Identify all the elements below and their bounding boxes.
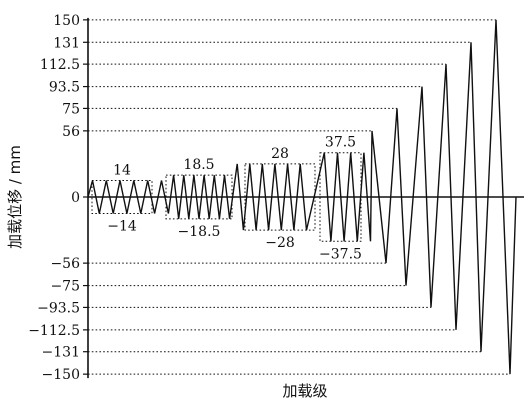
y-axis-title: 加载位移 / mm bbox=[6, 145, 24, 249]
y-tick-label: −75 bbox=[50, 279, 80, 295]
y-tick-label: 56 bbox=[62, 124, 80, 140]
labels: 14 −14 18.5 −18.5 28 −28 37.5 −37.5 150 131 112.5 9… bbox=[28, 13, 362, 383]
y-tick-label: 75 bbox=[62, 101, 80, 117]
y-tick-label: 112.5 bbox=[40, 57, 80, 73]
y-tick-label: −112.5 bbox=[28, 323, 80, 339]
y-tick-label: 131 bbox=[53, 35, 80, 51]
y-tick-label: 0 bbox=[71, 190, 80, 206]
x-axis-title: 加载级 bbox=[282, 382, 327, 400]
amplitude-label-neg: −18.5 bbox=[178, 224, 221, 240]
amplitude-label-neg: −28 bbox=[265, 235, 295, 251]
amplitude-label-pos: 18.5 bbox=[183, 157, 214, 173]
axes bbox=[83, 17, 524, 379]
amplitude-label-pos: 37.5 bbox=[325, 135, 356, 151]
y-tick-label: −93.5 bbox=[37, 300, 80, 316]
y-tick-label: −131 bbox=[42, 345, 80, 361]
amplitude-box bbox=[319, 152, 362, 242]
amplitude-label-neg: −14 bbox=[107, 219, 137, 235]
y-tick-label: −150 bbox=[42, 367, 80, 383]
y-tick-label: −56 bbox=[50, 256, 80, 272]
y-tick-label: 93.5 bbox=[49, 80, 80, 96]
amplitude-label-pos: 14 bbox=[113, 162, 131, 178]
y-tick-label: 150 bbox=[53, 13, 80, 29]
amplitude-label-neg: −37.5 bbox=[319, 246, 362, 262]
amplitude-label-pos: 28 bbox=[271, 146, 289, 162]
